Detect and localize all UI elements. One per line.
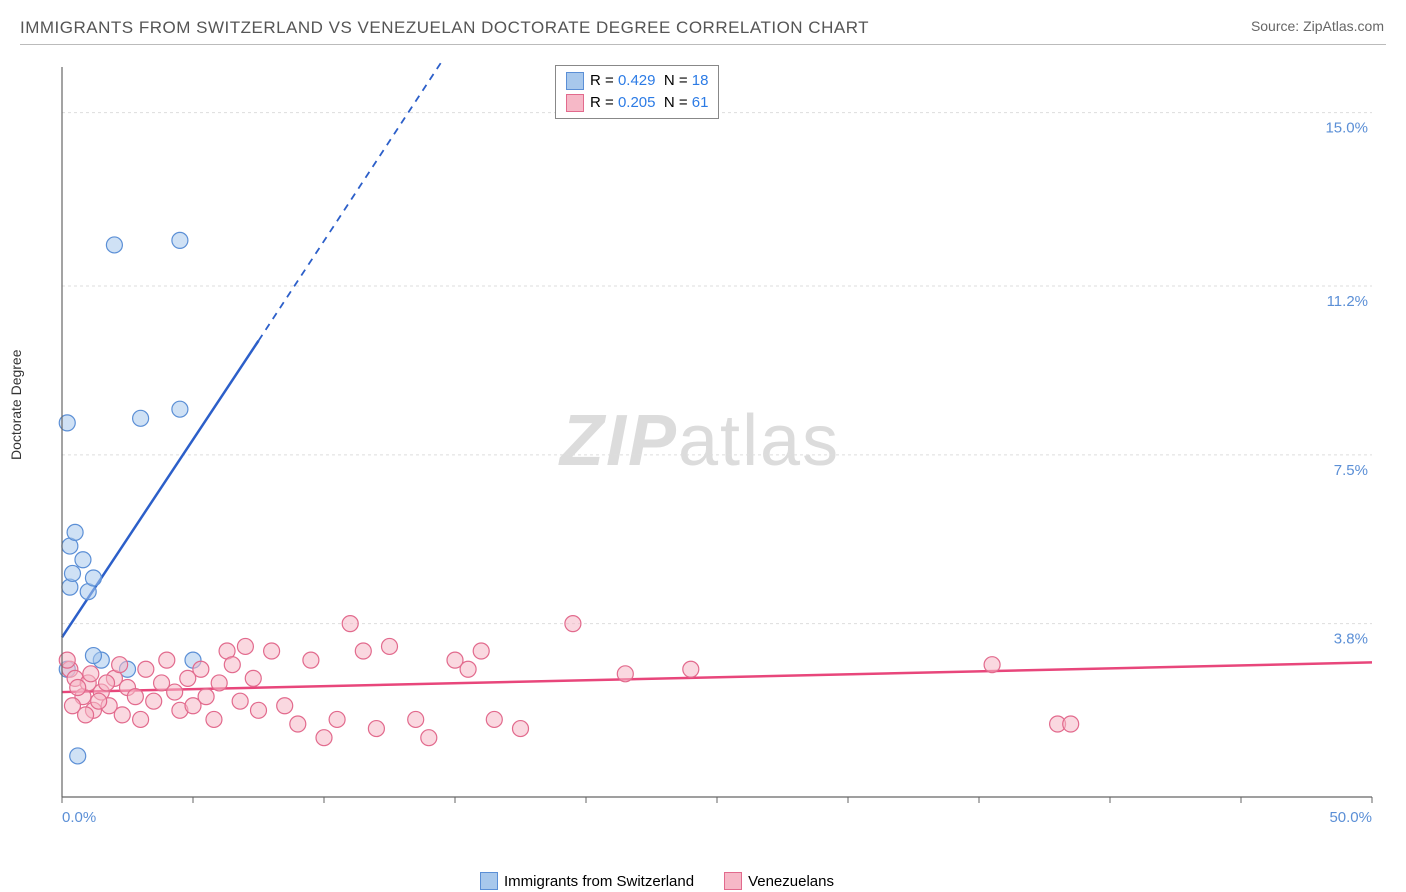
svg-text:11.2%: 11.2% [1327, 293, 1368, 310]
legend-swatch-b [566, 94, 584, 112]
chart-source: Source: ZipAtlas.com [1251, 18, 1384, 34]
legend-series: Immigrants from Switzerland Venezuelans [480, 872, 834, 890]
svg-text:50.0%: 50.0% [1329, 809, 1372, 826]
svg-text:3.8%: 3.8% [1334, 631, 1368, 648]
header-separator [20, 44, 1386, 45]
legend-swatch-a2 [480, 872, 498, 890]
y-axis-label: Doctorate Degree [8, 349, 24, 460]
legend-swatch-b2 [724, 872, 742, 890]
svg-text:15.0%: 15.0% [1325, 120, 1368, 137]
scatter-plot: 3.8% 7.5% 11.2% 15.0% 0.0% 50.0% [52, 62, 1382, 827]
svg-text:0.0%: 0.0% [62, 809, 96, 826]
chart-title: IMMIGRANTS FROM SWITZERLAND VS VENEZUELA… [20, 18, 869, 38]
svg-text:7.5%: 7.5% [1334, 462, 1368, 479]
legend-swatch-a [566, 72, 584, 90]
legend-stats: R = 0.429 N = 18 R = 0.205 N = 61 [555, 65, 719, 119]
